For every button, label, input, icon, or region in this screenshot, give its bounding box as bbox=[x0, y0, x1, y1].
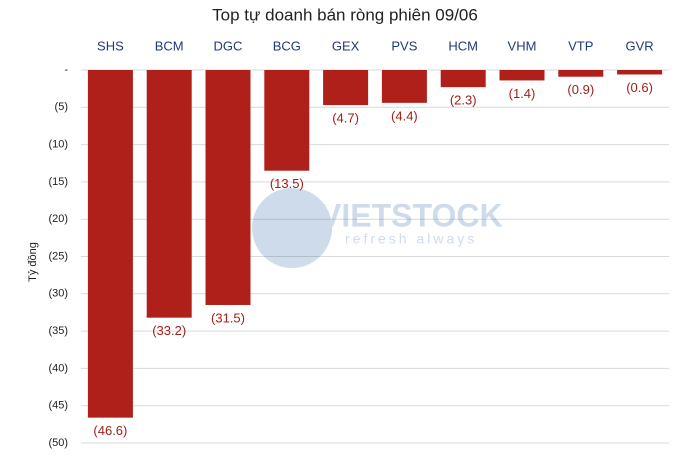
value-label: (2.3) bbox=[450, 93, 477, 108]
bar bbox=[264, 70, 310, 171]
y-tick-label: (35) bbox=[48, 325, 68, 337]
x-tick-label: VTP bbox=[568, 38, 593, 53]
value-label: (0.9) bbox=[567, 82, 594, 97]
x-tick-label: VHM bbox=[508, 38, 537, 53]
x-tick-label: SHS bbox=[97, 38, 124, 53]
x-tick-label: BCM bbox=[155, 38, 184, 53]
bar bbox=[499, 70, 545, 81]
bar bbox=[617, 70, 663, 75]
value-label: (4.4) bbox=[391, 108, 418, 123]
x-tick-label: DGC bbox=[214, 38, 243, 53]
y-tick-label: (50) bbox=[48, 437, 68, 449]
x-tick-label: GVR bbox=[626, 38, 654, 53]
bar bbox=[87, 70, 133, 418]
value-label: (4.7) bbox=[332, 110, 359, 125]
y-tick-label: (20) bbox=[48, 213, 68, 225]
chart-title: Top tự doanh bán ròng phiên 09/06 bbox=[212, 5, 478, 24]
value-label: (1.4) bbox=[509, 86, 536, 101]
y-tick-label: (15) bbox=[48, 176, 68, 188]
y-axis-label: Tỷ đồng bbox=[27, 242, 39, 282]
value-label: (0.6) bbox=[626, 80, 653, 95]
y-tick-label: (5) bbox=[55, 101, 68, 113]
bar bbox=[205, 70, 251, 305]
watermark-tagline: refresh always bbox=[345, 231, 477, 247]
watermark-logo bbox=[252, 188, 332, 268]
value-label: (31.5) bbox=[211, 310, 245, 325]
bar bbox=[146, 70, 192, 318]
y-tick-label: (30) bbox=[48, 288, 68, 300]
y-tick-label: (45) bbox=[48, 400, 68, 412]
y-tick-label: - bbox=[64, 64, 68, 76]
value-label: (33.2) bbox=[152, 323, 186, 338]
y-tick-label: (40) bbox=[48, 362, 68, 374]
bar bbox=[558, 70, 604, 77]
y-tick-label: (10) bbox=[48, 139, 68, 151]
bar bbox=[323, 70, 369, 106]
bar bbox=[381, 70, 427, 103]
x-tick-label: PVS bbox=[391, 38, 417, 53]
value-label: (46.6) bbox=[93, 423, 127, 438]
watermark: VIETSTOCK refresh always bbox=[252, 188, 503, 268]
bar bbox=[440, 70, 486, 88]
x-tick-label: BCG bbox=[273, 38, 301, 53]
value-label: (13.5) bbox=[270, 176, 304, 191]
x-tick-label: HCM bbox=[448, 38, 478, 53]
watermark-brand: VIETSTOCK bbox=[320, 197, 503, 233]
y-tick-label: (25) bbox=[48, 250, 68, 262]
x-tick-label: GEX bbox=[332, 38, 360, 53]
